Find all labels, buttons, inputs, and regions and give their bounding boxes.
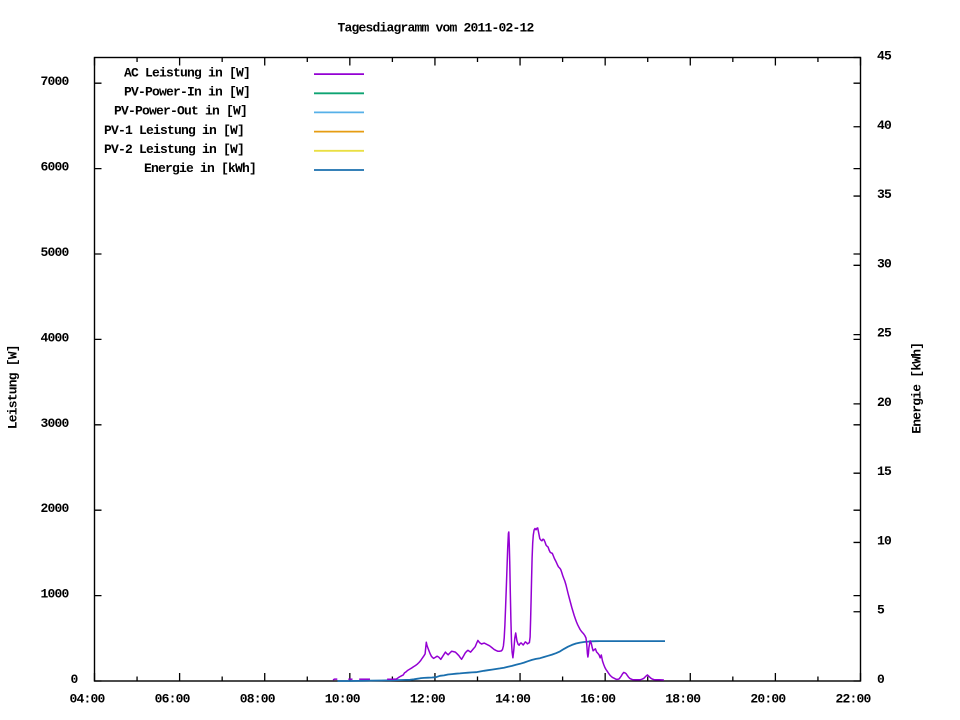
svg-text:20: 20: [877, 395, 892, 410]
svg-text:08:00: 08:00: [240, 691, 276, 706]
svg-text:0: 0: [71, 672, 79, 687]
svg-text:40: 40: [877, 118, 892, 133]
svg-text:14:00: 14:00: [495, 691, 531, 706]
svg-text:10:00: 10:00: [325, 691, 361, 706]
svg-text:2000: 2000: [41, 501, 70, 516]
svg-text:7000: 7000: [41, 74, 70, 89]
svg-text:6000: 6000: [41, 160, 70, 175]
svg-text:PV-Power-In in [W]: PV-Power-In in [W]: [124, 85, 250, 100]
svg-text:35: 35: [877, 187, 892, 202]
svg-text:25: 25: [877, 326, 892, 341]
svg-text:0: 0: [877, 672, 885, 687]
svg-text:15: 15: [877, 464, 892, 479]
svg-text:06:00: 06:00: [155, 691, 191, 706]
svg-text:5: 5: [877, 603, 885, 618]
svg-text:20:00: 20:00: [750, 691, 786, 706]
svg-text:AC Leistung in [W]: AC Leistung in [W]: [124, 65, 250, 80]
svg-text:16:00: 16:00: [580, 691, 616, 706]
svg-text:Energie in [kWh]: Energie in [kWh]: [144, 161, 256, 176]
svg-text:04:00: 04:00: [70, 691, 106, 706]
svg-text:12:00: 12:00: [410, 691, 446, 706]
svg-text:3000: 3000: [41, 416, 70, 431]
svg-text:4000: 4000: [41, 330, 70, 345]
svg-text:45: 45: [877, 49, 892, 64]
svg-text:PV-1 Leistung in [W]: PV-1 Leistung in [W]: [104, 123, 244, 138]
svg-text:5000: 5000: [41, 245, 70, 260]
svg-text:10: 10: [877, 533, 892, 548]
svg-text:30: 30: [877, 256, 892, 271]
svg-text:Tagesdiagramm vom 2011-02-12: Tagesdiagramm vom 2011-02-12: [338, 21, 535, 36]
svg-text:Leistung [W]: Leistung [W]: [6, 345, 21, 429]
svg-text:Energie [kWh]: Energie [kWh]: [910, 343, 925, 434]
svg-text:1000: 1000: [41, 587, 70, 602]
svg-text:PV-2 Leistung in [W]: PV-2 Leistung in [W]: [104, 142, 244, 157]
svg-text:22:00: 22:00: [836, 691, 872, 706]
svg-text:PV-Power-Out in [W]: PV-Power-Out in [W]: [114, 104, 247, 119]
svg-text:18:00: 18:00: [665, 691, 701, 706]
